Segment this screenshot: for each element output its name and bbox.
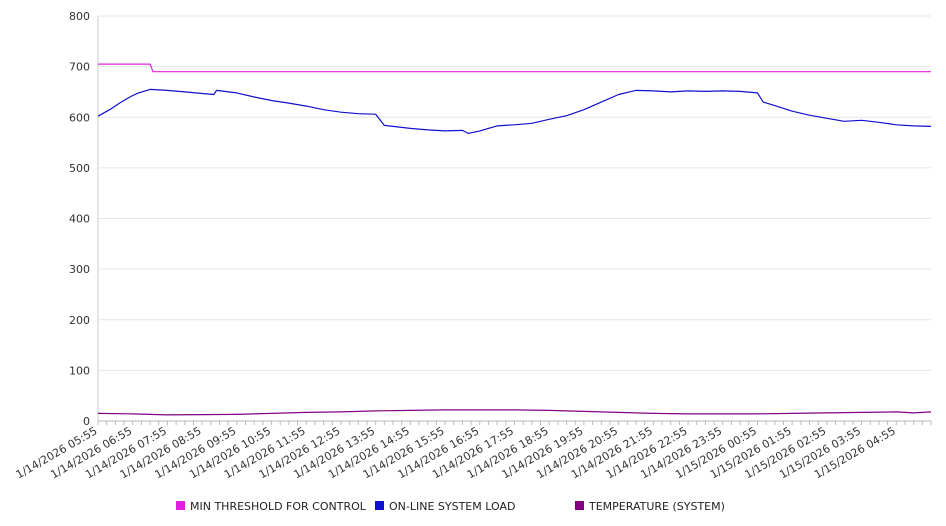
y-tick-label: 800 <box>69 10 90 23</box>
legend-label: MIN THRESHOLD FOR CONTROL <box>190 500 367 513</box>
y-tick-label: 400 <box>69 213 90 226</box>
legend-item: MIN THRESHOLD FOR CONTROL <box>176 500 367 513</box>
series-line-2 <box>97 88 932 134</box>
y-tick-label: 0 <box>83 415 90 428</box>
legend-swatch <box>375 501 384 510</box>
y-tick-label: 100 <box>69 364 90 377</box>
legend: MIN THRESHOLD FOR CONTROL ON-LINE SYSTEM … <box>176 500 725 513</box>
y-tick-label: 500 <box>69 162 90 175</box>
legend-label: TEMPERATURE (SYSTEM) <box>588 500 725 513</box>
legend-item: ON-LINE SYSTEM LOAD <box>375 500 515 513</box>
legend-swatch <box>575 501 584 510</box>
axes <box>97 16 932 425</box>
grid <box>98 15 931 371</box>
legend-item: TEMPERATURE (SYSTEM) <box>575 500 725 513</box>
series-group <box>97 63 932 416</box>
x-axis-ticks: 1/14/2026 05:551/14/2026 06:551/14/2026 … <box>14 424 898 481</box>
y-tick-label: 200 <box>69 314 90 327</box>
y-tick-label: 600 <box>69 111 90 124</box>
series-line-1 <box>98 63 931 73</box>
y-axis-ticks: 0 100 200 300 400 500 600 700 800 <box>69 10 90 428</box>
series-line-3 <box>97 409 932 416</box>
y-tick-label: 300 <box>69 263 90 276</box>
y-tick-label: 700 <box>69 61 90 74</box>
legend-label: ON-LINE SYSTEM LOAD <box>389 500 515 513</box>
legend-swatch <box>176 501 185 510</box>
